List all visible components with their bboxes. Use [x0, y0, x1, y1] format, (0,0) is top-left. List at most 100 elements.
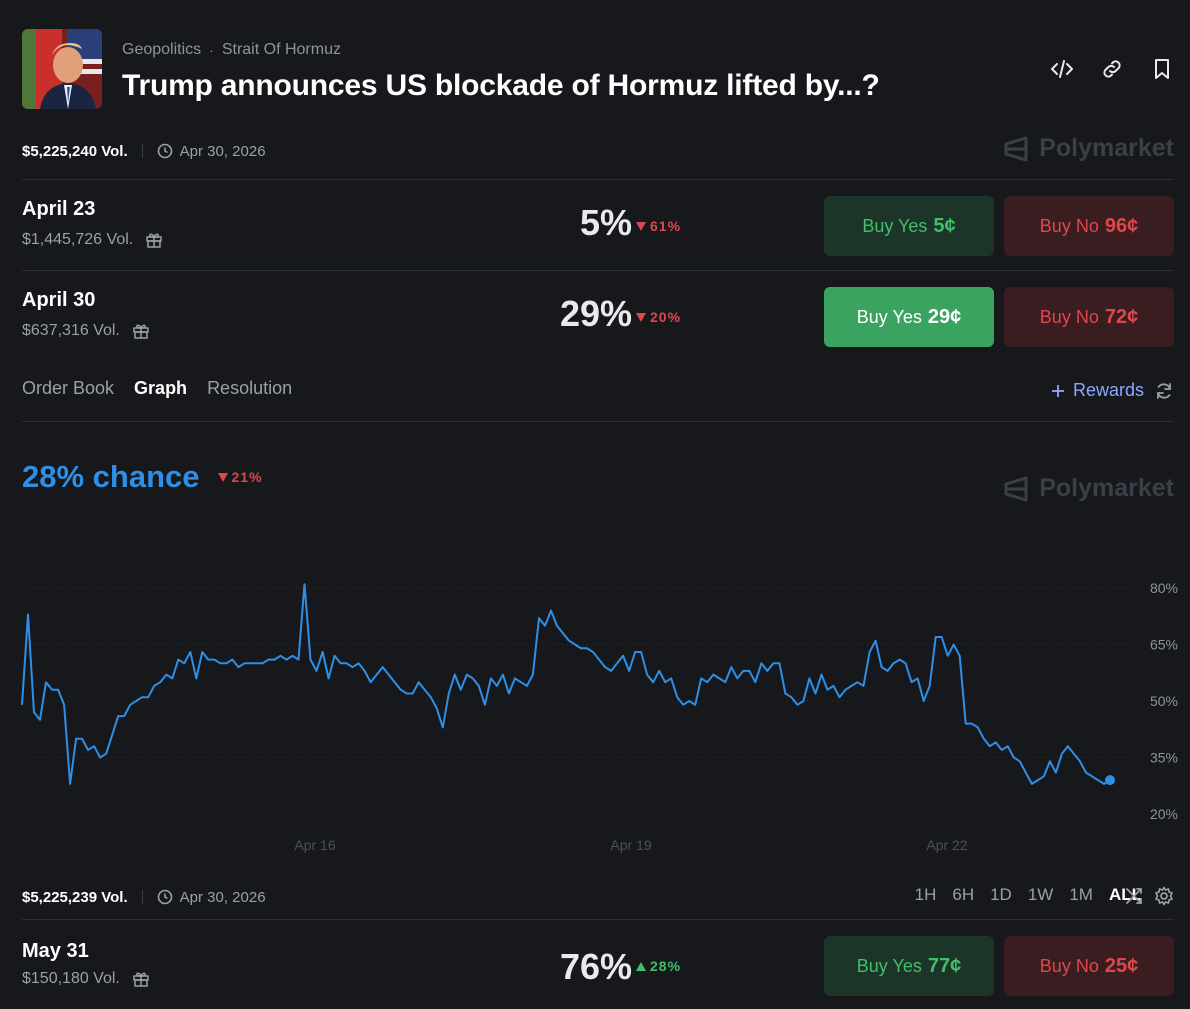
header-actions	[1050, 57, 1174, 81]
divider	[22, 179, 1174, 180]
no-price: 25¢	[1104, 954, 1139, 977]
outcome-row[interactable]: April 30 $637,316 Vol. 29% 20% Buy Yes 29…	[22, 271, 1174, 362]
meta-divider	[141, 890, 143, 904]
end-date-text: Apr 30, 2026	[179, 142, 266, 160]
buy-no-label: Buy No	[1039, 955, 1099, 976]
brand-name: Polymarket	[1039, 474, 1174, 502]
chart-x-tick-label: Apr 22	[926, 837, 967, 853]
market-header: Geopolitics · Strait Of Hormuz Trump ann…	[22, 29, 1174, 109]
buy-no-button[interactable]: Buy No 25¢	[1004, 936, 1174, 996]
no-price: 96¢	[1104, 214, 1139, 237]
outcome-probability: 76%	[559, 946, 632, 987]
outcome-change: 20%	[636, 309, 681, 325]
range-all[interactable]: ALL	[1108, 885, 1142, 904]
price-history-chart[interactable]: 80% 65% 50% 35% 20% Apr 16 Apr 19 Apr 22	[0, 570, 1190, 860]
tab-order-book[interactable]: Order Book	[22, 378, 115, 398]
chart-y-tick-label: 65%	[1150, 637, 1178, 653]
range-1d[interactable]: 1D	[990, 885, 1012, 904]
buy-yes-button[interactable]: Buy Yes 77¢	[824, 936, 994, 996]
chance-change: 21%	[217, 469, 263, 485]
triangle-up-icon	[636, 961, 646, 971]
breadcrumb-category[interactable]: Geopolitics	[122, 41, 202, 58]
range-6h[interactable]: 6H	[952, 885, 975, 904]
buy-no-label: Buy No	[1039, 306, 1099, 327]
total-volume: $5,225,240 Vol.	[22, 142, 128, 160]
outcome-change-value: 20%	[650, 309, 682, 325]
no-price: 72¢	[1104, 305, 1139, 328]
gear-icon[interactable]	[1154, 886, 1174, 906]
time-range-selector: 1H 6H 1D 1W 1M ALL	[915, 885, 1142, 905]
bookmark-icon[interactable]	[1150, 57, 1174, 81]
code-icon[interactable]	[1050, 57, 1074, 81]
outcome-name: April 23	[22, 198, 96, 220]
rewards-label: Rewards	[1072, 380, 1144, 400]
market-thumbnail	[22, 29, 102, 109]
chance-summary: 28% chance 21%	[22, 459, 263, 495]
buy-yes-label: Buy Yes	[856, 955, 922, 976]
triangle-down-icon	[217, 472, 228, 482]
detail-tabs: Order Book Graph Resolution	[22, 378, 292, 399]
brand-watermark: Polymarket	[1003, 474, 1174, 503]
outcome-row[interactable]: May 31 $150,180 Vol. 76% 28% Buy Yes 77¢ …	[22, 920, 1174, 1009]
chance-value: 28% chance	[22, 459, 200, 494]
page-title: Trump announces US blockade of Hormuz li…	[122, 69, 880, 102]
brand-name: Polymarket	[1039, 134, 1174, 162]
outcome-volume-text: $150,180 Vol.	[22, 970, 120, 987]
outcome-volume: $150,180 Vol.	[22, 970, 150, 988]
divider	[22, 421, 1174, 422]
breadcrumb-subcategory[interactable]: Strait Of Hormuz	[221, 41, 341, 58]
chart-y-tick-label: 50%	[1150, 693, 1178, 709]
breadcrumb: Geopolitics · Strait Of Hormuz	[122, 41, 341, 59]
yes-price: 29¢	[927, 305, 962, 328]
triangle-down-icon	[636, 221, 646, 231]
outcome-name: May 31	[22, 940, 89, 962]
outcome-change: 28%	[636, 958, 681, 974]
outcome-name: April 30	[22, 289, 96, 311]
gift-icon[interactable]	[132, 970, 150, 988]
link-icon[interactable]	[1100, 57, 1124, 81]
outcome-change-value: 61%	[650, 218, 682, 234]
clock-icon	[157, 143, 172, 159]
meta-divider	[141, 144, 143, 158]
yes-price: 5¢	[933, 214, 956, 237]
buy-yes-label: Buy Yes	[856, 306, 922, 327]
chart-y-tick-label: 20%	[1150, 806, 1178, 822]
outcome-volume: $1,445,726 Vol.	[22, 231, 163, 249]
yes-price: 77¢	[927, 954, 962, 977]
gift-icon[interactable]	[145, 231, 163, 249]
range-1m[interactable]: 1M	[1069, 885, 1093, 904]
buy-yes-button[interactable]: Buy Yes 5¢	[824, 196, 994, 256]
buy-no-button[interactable]: Buy No 72¢	[1004, 287, 1174, 347]
triangle-down-icon	[636, 312, 646, 322]
chance-change-value: 21%	[231, 469, 263, 485]
outcome-row[interactable]: April 23 $1,445,726 Vol. 5% 61% Buy Yes 5…	[22, 180, 1174, 271]
plus-icon	[1051, 384, 1064, 397]
outcome-volume-text: $637,316 Vol.	[22, 322, 120, 339]
rewards-button[interactable]: Rewards	[1051, 380, 1144, 401]
breadcrumb-separator: ·	[209, 42, 214, 58]
graph-end-date-text: Apr 30, 2026	[179, 888, 266, 906]
buy-yes-label: Buy Yes	[862, 215, 928, 236]
gift-icon[interactable]	[132, 322, 150, 340]
chart-y-tick-label: 80%	[1150, 580, 1178, 596]
range-1h[interactable]: 1H	[914, 885, 937, 904]
divider	[22, 270, 1174, 271]
tab-resolution[interactable]: Resolution	[207, 378, 293, 398]
market-summary: $5,225,240 Vol. Apr 30, 2026	[22, 139, 266, 163]
buy-no-label: Buy No	[1039, 215, 1099, 236]
clock-icon	[157, 889, 172, 905]
buy-no-button[interactable]: Buy No 96¢	[1004, 196, 1174, 256]
graph-volume: $5,225,239 Vol.	[22, 888, 128, 906]
refresh-icon[interactable]	[1154, 381, 1174, 401]
end-date: Apr 30, 2026	[157, 143, 266, 160]
shuffle-icon[interactable]	[1124, 886, 1144, 906]
buy-yes-button[interactable]: Buy Yes 29¢	[824, 287, 994, 347]
outcome-probability: 5%	[579, 202, 632, 243]
tab-graph[interactable]: Graph	[134, 378, 188, 398]
range-1w[interactable]: 1W	[1027, 885, 1054, 904]
chart-x-tick-label: Apr 19	[610, 837, 651, 853]
outcome-volume: $637,316 Vol.	[22, 322, 150, 340]
polymarket-logo-icon	[1004, 476, 1028, 501]
graph-end-date: Apr 30, 2026	[157, 889, 266, 906]
chart-y-tick-label: 35%	[1150, 750, 1178, 766]
